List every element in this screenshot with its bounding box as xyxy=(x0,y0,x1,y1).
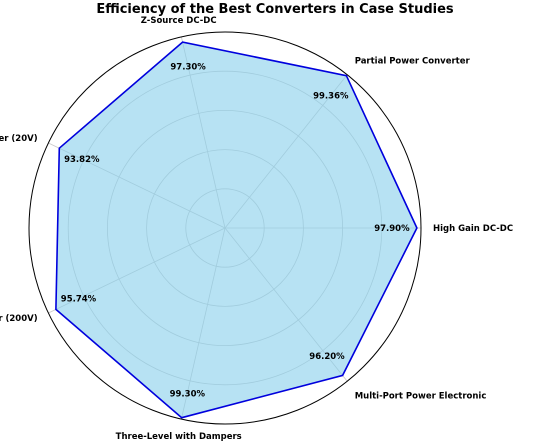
outer-frame xyxy=(28,31,422,425)
category-label: Multi-Port Power Electronic xyxy=(355,392,487,402)
value-label: 97.90% xyxy=(374,224,410,234)
labels: High Gain DC-DC 97.90% Partial Power Conve… xyxy=(0,16,513,442)
category-label: Partial Power Converter xyxy=(355,56,471,66)
value-label: 97.30% xyxy=(170,62,206,72)
value-label: 93.82% xyxy=(64,155,100,165)
series-polygon xyxy=(55,41,418,419)
category-label: Z-Source DC-DC xyxy=(141,16,217,26)
category-label: Six-Phase Booster (200V) xyxy=(0,314,38,324)
category-label: High Gain DC-DC xyxy=(433,224,513,234)
value-label: 96.20% xyxy=(309,352,345,362)
value-label: 95.74% xyxy=(61,295,97,305)
value-label: 99.30% xyxy=(170,389,206,399)
chart-title: Efficiency of the Best Converters in Cas… xyxy=(96,2,454,17)
series-area xyxy=(55,41,418,419)
value-label: 99.36% xyxy=(313,91,349,101)
category-label: Three-Level with Dampers xyxy=(116,432,242,442)
category-label: Six-Phase Booster (20V) xyxy=(0,134,38,144)
